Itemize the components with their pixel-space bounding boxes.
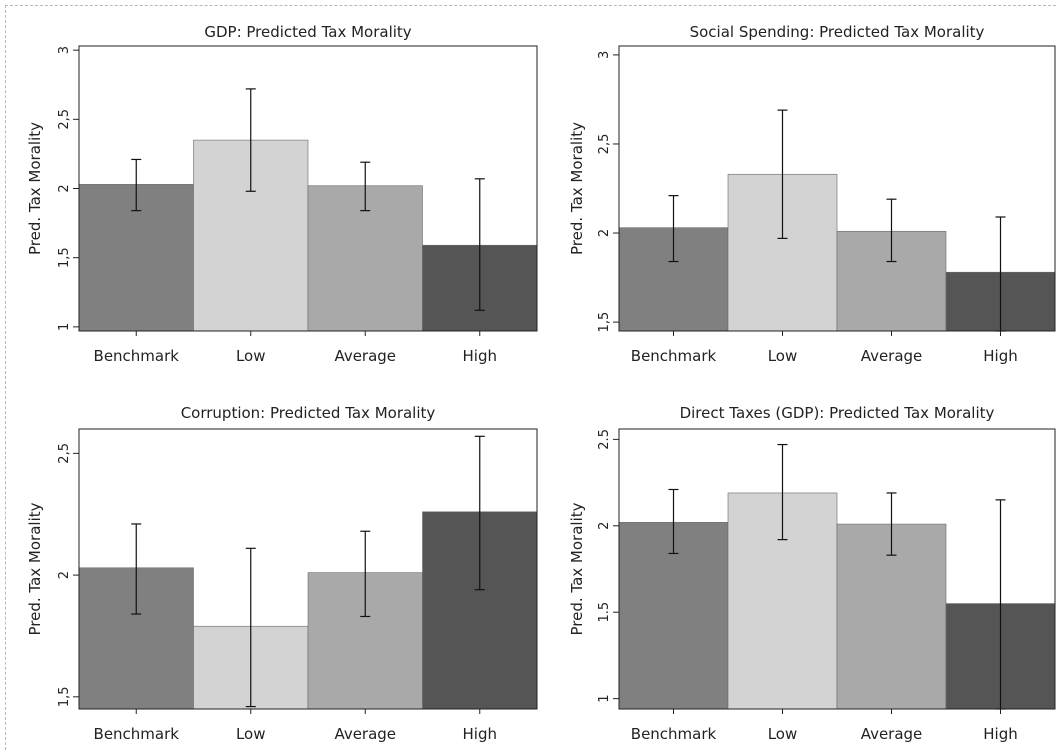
x-tick-label-average: Average — [861, 347, 923, 365]
figure-border — [5, 5, 1056, 750]
y-tick-label: 1,5 — [57, 686, 72, 707]
x-tick-label-high: High — [983, 725, 1017, 743]
x-tick-label-low: Low — [768, 347, 798, 365]
y-tick-label: 2 — [597, 522, 612, 530]
chart-title: GDP: Predicted Tax Morality — [204, 23, 411, 41]
y-tick-label: 2 — [597, 229, 612, 237]
y-tick-label: 3 — [597, 51, 612, 59]
y-tick-label: 2 — [57, 184, 72, 192]
x-tick-label-low: Low — [768, 725, 798, 743]
chart-title: Direct Taxes (GDP): Predicted Tax Morali… — [680, 404, 995, 422]
y-axis-label: Pred. Tax Morality — [26, 122, 44, 255]
y-axis-label: Pred. Tax Morality — [568, 502, 586, 635]
bar-average — [307, 185, 423, 332]
chart-panel-3: Corruption: Predicted Tax Morality Pred. … — [26, 404, 538, 743]
y-tick-label: 1,5 — [57, 247, 72, 268]
plot-area — [618, 45, 1056, 332]
chart-panel-1: GDP: Predicted Tax Morality Pred. Tax Mor… — [26, 23, 538, 365]
y-tick-label: 1,5 — [597, 312, 612, 333]
x-tick-label-benchmark: Benchmark — [94, 725, 180, 743]
x-tick-label-average: Average — [334, 725, 396, 743]
x-tick-label-high: High — [463, 347, 497, 365]
y-tick-label: 2,5 — [597, 134, 612, 155]
x-tick-label-low: Low — [236, 725, 266, 743]
x-tick-label-high: High — [983, 347, 1017, 365]
y-tick-label: 1 — [57, 323, 72, 331]
chart-panel-4: Direct Taxes (GDP): Predicted Tax Morali… — [568, 404, 1056, 743]
y-tick-label: 3 — [57, 46, 72, 54]
y-tick-label: 2,5 — [57, 109, 72, 130]
plot-area — [78, 428, 538, 710]
y-tick-label: 2.5 — [597, 429, 612, 450]
y-tick-label: 1.5 — [597, 602, 612, 623]
y-tick-label: 2,5 — [57, 443, 72, 464]
x-tick-label-benchmark: Benchmark — [94, 347, 180, 365]
x-tick-label-benchmark: Benchmark — [631, 347, 717, 365]
y-axis-label: Pred. Tax Morality — [568, 122, 586, 255]
x-tick-label-average: Average — [334, 347, 396, 365]
chart-panel-2: Social Spending: Predicted Tax Morality P… — [568, 23, 1056, 365]
x-tick-label-low: Low — [236, 347, 266, 365]
y-axis-label: Pred. Tax Morality — [26, 502, 44, 635]
x-tick-label-average: Average — [861, 725, 923, 743]
chart-title: Corruption: Predicted Tax Morality — [181, 404, 436, 422]
chart-title: Social Spending: Predicted Tax Morality — [690, 23, 985, 41]
x-tick-label-high: High — [463, 725, 497, 743]
x-tick-label-benchmark: Benchmark — [631, 725, 717, 743]
y-tick-label: 1 — [597, 694, 612, 702]
y-tick-label: 2 — [57, 571, 72, 579]
plot-area — [618, 428, 1056, 710]
